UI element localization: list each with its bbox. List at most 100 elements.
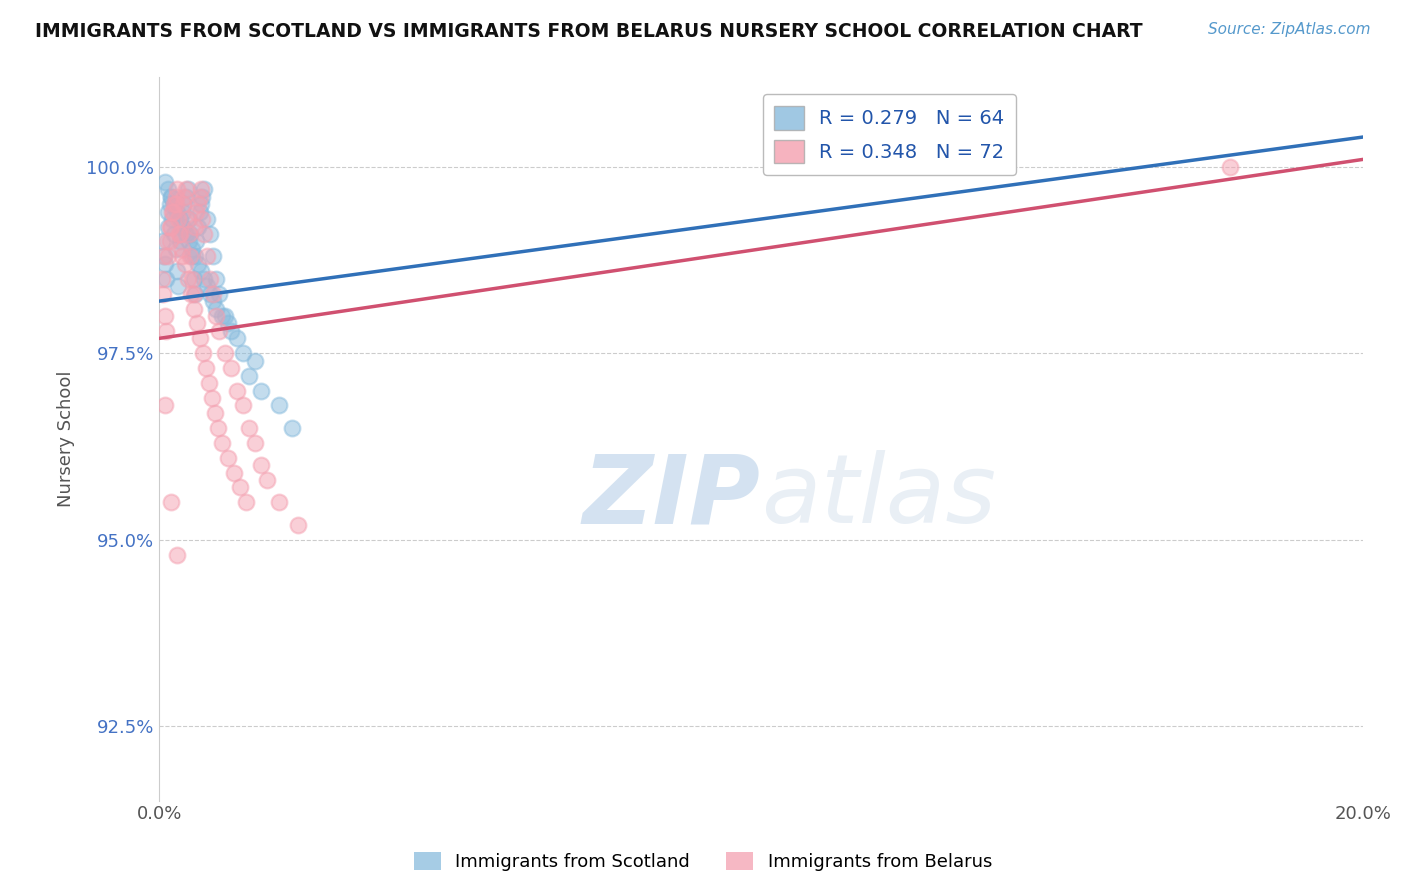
Point <box>150 235 173 249</box>
Point <box>187 197 209 211</box>
Point <box>157 204 180 219</box>
Point <box>153 249 176 263</box>
Point <box>153 249 176 263</box>
Point <box>163 197 186 211</box>
Point <box>221 324 243 338</box>
Point <box>184 286 207 301</box>
Point <box>166 548 188 562</box>
Point <box>195 249 218 263</box>
Point <box>179 227 201 241</box>
Y-axis label: Nursery School: Nursery School <box>58 371 75 508</box>
Point <box>153 257 176 271</box>
Point <box>191 346 214 360</box>
Point <box>159 219 181 234</box>
Text: ZIP: ZIP <box>583 450 761 543</box>
Point <box>217 317 239 331</box>
Point <box>232 399 254 413</box>
Point <box>169 227 191 241</box>
Point <box>186 204 208 219</box>
Point <box>202 294 225 309</box>
Point <box>173 190 195 204</box>
Point <box>162 212 184 227</box>
Point <box>205 271 228 285</box>
Point <box>162 204 184 219</box>
Point <box>202 286 225 301</box>
Point <box>188 331 211 345</box>
Point <box>165 190 187 204</box>
Point <box>150 271 173 285</box>
Point <box>224 466 246 480</box>
Point <box>190 264 212 278</box>
Text: Source: ZipAtlas.com: Source: ZipAtlas.com <box>1208 22 1371 37</box>
Point <box>195 361 218 376</box>
Point <box>184 249 207 263</box>
Point <box>256 473 278 487</box>
Point <box>226 331 249 345</box>
Point <box>214 346 236 360</box>
Point <box>187 219 209 234</box>
Point <box>174 190 197 204</box>
Point <box>287 517 309 532</box>
Point <box>181 271 204 285</box>
Point <box>159 235 181 249</box>
Point <box>174 257 197 271</box>
Point <box>190 182 212 196</box>
Point <box>280 421 302 435</box>
Point <box>157 219 180 234</box>
Point <box>156 235 179 249</box>
Point <box>162 204 184 219</box>
Point <box>181 242 204 256</box>
Point <box>238 421 260 435</box>
Point <box>169 235 191 249</box>
Point <box>174 227 197 241</box>
Point <box>181 249 204 263</box>
Point <box>160 190 183 204</box>
Point <box>152 286 174 301</box>
Point <box>232 346 254 360</box>
Point <box>173 197 195 211</box>
Point <box>159 197 181 211</box>
Point <box>214 309 236 323</box>
Point <box>166 264 188 278</box>
Point <box>155 324 177 338</box>
Legend: R = 0.279   N = 64, R = 0.348   N = 72: R = 0.279 N = 64, R = 0.348 N = 72 <box>762 95 1017 175</box>
Point <box>170 249 193 263</box>
Point <box>157 249 180 263</box>
Point <box>198 376 221 390</box>
Point <box>205 301 228 316</box>
Point <box>177 182 200 196</box>
Point <box>245 353 267 368</box>
Point <box>188 190 211 204</box>
Point <box>172 219 194 234</box>
Point <box>190 197 212 211</box>
Point <box>179 227 201 241</box>
Point <box>188 204 211 219</box>
Point <box>177 271 200 285</box>
Point <box>211 309 233 323</box>
Point <box>179 235 201 249</box>
Point <box>153 309 176 323</box>
Point <box>193 271 215 285</box>
Point <box>211 435 233 450</box>
Point <box>229 481 252 495</box>
Text: atlas: atlas <box>761 450 995 543</box>
Point <box>208 286 231 301</box>
Point <box>169 212 191 227</box>
Point <box>180 286 202 301</box>
Point <box>170 242 193 256</box>
Point <box>172 197 194 211</box>
Point <box>183 271 205 285</box>
Point <box>193 182 215 196</box>
Point <box>167 227 190 241</box>
Point <box>179 212 201 227</box>
Point <box>205 309 228 323</box>
Point <box>160 495 183 509</box>
Point <box>174 182 197 196</box>
Point <box>200 271 222 285</box>
Point <box>207 421 229 435</box>
Point <box>200 286 222 301</box>
Point <box>166 204 188 219</box>
Text: IMMIGRANTS FROM SCOTLAND VS IMMIGRANTS FROM BELARUS NURSERY SCHOOL CORRELATION C: IMMIGRANTS FROM SCOTLAND VS IMMIGRANTS F… <box>35 22 1143 41</box>
Point <box>170 219 193 234</box>
Point <box>208 324 231 338</box>
